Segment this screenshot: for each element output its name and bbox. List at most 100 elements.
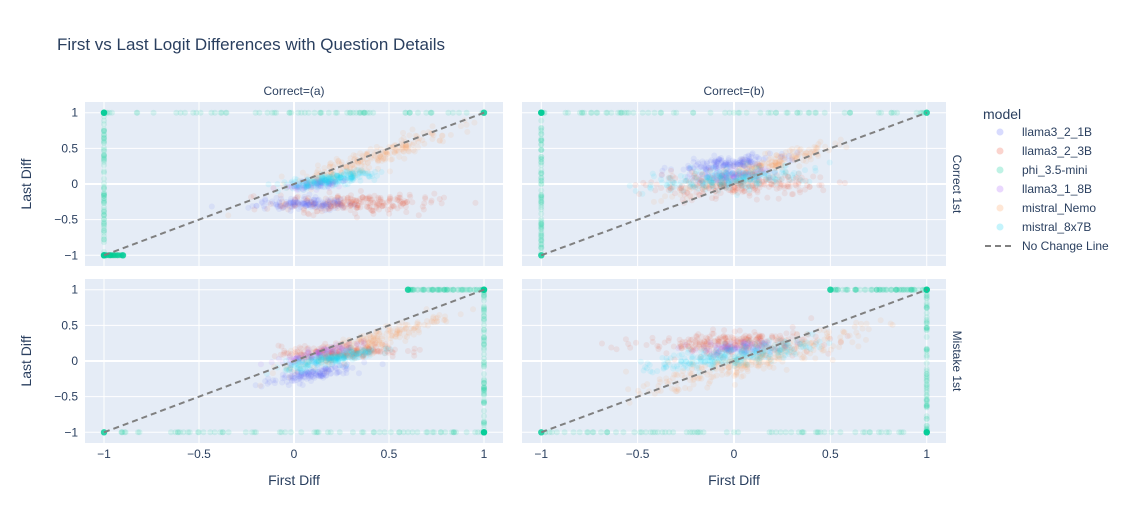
point-mistral_8x7B xyxy=(328,173,335,180)
point-llama3_1_8B xyxy=(313,349,320,356)
point-mistral_8x7B xyxy=(295,184,302,191)
point-mistral_Nemo xyxy=(354,338,361,345)
point-llama3_2_1B xyxy=(718,157,725,164)
point-llama3_2_1B xyxy=(697,163,704,170)
legend[interactable]: modelllama3_2_1Bllama3_2_3Bphi_3.5-minil… xyxy=(983,106,1109,253)
point-mistral_8x7B xyxy=(328,175,335,182)
point-phi_3.5-mini xyxy=(538,109,545,116)
point-mistral_8x7B xyxy=(740,173,747,180)
point-llama3_2_3B xyxy=(717,181,724,188)
point-phi_3.5-mini xyxy=(463,429,470,436)
point-llama3_2_1B xyxy=(724,165,731,172)
point-phi_3.5-mini xyxy=(111,252,118,259)
point-llama3_2_3B xyxy=(410,349,417,356)
point-llama3_2_3B xyxy=(767,180,774,187)
point-llama3_1_8B xyxy=(771,169,778,176)
point-llama3_2_1B xyxy=(719,169,726,176)
point-mistral_Nemo xyxy=(363,336,370,343)
point-llama3_2_1B xyxy=(746,155,753,162)
point-llama3_2_3B xyxy=(296,344,303,351)
point-mistral_Nemo xyxy=(405,148,412,155)
point-mistral_Nemo xyxy=(823,330,830,337)
point-mistral_8x7B xyxy=(723,169,730,176)
point-llama3_2_1B xyxy=(361,359,368,366)
point-llama3_2_1B xyxy=(712,165,719,172)
point-llama3_2_1B xyxy=(323,366,330,373)
point-llama3_2_3B xyxy=(679,196,686,203)
point-mistral_Nemo xyxy=(415,138,422,145)
x-tick-label: −1 xyxy=(97,447,111,461)
point-mistral_Nemo xyxy=(829,356,836,363)
point-llama3_2_3B xyxy=(328,349,335,356)
point-llama3_2_1B xyxy=(258,383,265,390)
point-llama3_2_3B xyxy=(698,177,705,184)
point-mistral_Nemo xyxy=(357,150,364,157)
legend-item-mistral_8x7B[interactable]: mistral_8x7B xyxy=(996,220,1092,234)
point-mistral_8x7B xyxy=(704,174,711,181)
point-llama3_2_3B xyxy=(399,200,406,207)
point-phi_3.5-mini xyxy=(358,109,365,116)
point-llama3_2_3B xyxy=(837,339,844,346)
point-mistral_8x7B xyxy=(368,170,375,177)
point-llama3_2_1B xyxy=(282,202,289,209)
point-llama3_1_8B xyxy=(733,171,740,178)
point-llama3_2_3B xyxy=(783,330,790,337)
point-phi_3.5-mini xyxy=(621,109,628,116)
point-mistral_Nemo xyxy=(752,164,759,171)
point-llama3_2_3B xyxy=(687,193,694,200)
point-mistral_Nemo xyxy=(353,351,360,358)
legend-item-llama3_1_8B[interactable]: llama3_1_8B xyxy=(996,182,1093,196)
point-llama3_2_3B xyxy=(362,195,369,202)
point-llama3_2_3B xyxy=(348,200,355,207)
point-phi_3.5-mini xyxy=(454,286,461,293)
legend-item-llama3_2_1B[interactable]: llama3_2_1B xyxy=(996,125,1093,139)
point-phi_3.5-mini xyxy=(481,316,487,323)
point-mistral_8x7B xyxy=(302,183,309,190)
point-llama3_2_3B xyxy=(394,194,401,201)
point-mistral_8x7B xyxy=(732,177,739,184)
legend-item-llama3_2_3B[interactable]: llama3_2_3B xyxy=(996,144,1093,158)
point-phi_3.5-mini xyxy=(360,109,367,116)
point-phi_3.5-mini xyxy=(608,109,615,116)
point-mistral_8x7B xyxy=(687,182,694,189)
legend-item-phi_3.5-mini[interactable]: phi_3.5-mini xyxy=(996,163,1088,177)
point-llama3_2_3B xyxy=(682,177,689,184)
point-llama3_2_1B xyxy=(319,203,326,210)
point-llama3_1_8B xyxy=(340,347,347,354)
point-phi_3.5-mini xyxy=(466,286,473,293)
point-phi_3.5-mini xyxy=(538,146,545,153)
point-mistral_8x7B xyxy=(288,362,295,369)
point-mistral_Nemo xyxy=(331,174,338,181)
point-mistral_8x7B xyxy=(350,174,357,181)
point-llama3_2_3B xyxy=(365,345,372,352)
point-phi_3.5-mini xyxy=(645,109,652,116)
point-mistral_8x7B xyxy=(750,169,757,176)
legend-item-mistral_Nemo[interactable]: mistral_Nemo xyxy=(996,201,1097,215)
point-phi_3.5-mini xyxy=(101,216,107,223)
point-llama3_2_3B xyxy=(286,352,293,359)
point-llama3_2_1B xyxy=(291,375,298,382)
point-llama3_2_3B xyxy=(302,195,309,202)
point-mistral_Nemo xyxy=(340,351,347,358)
point-llama3_2_3B xyxy=(351,350,358,357)
point-phi_3.5-mini xyxy=(561,429,568,436)
point-phi_3.5-mini xyxy=(481,334,487,341)
point-mistral_Nemo xyxy=(375,157,382,164)
point-mistral_Nemo xyxy=(736,164,743,171)
point-llama3_2_3B xyxy=(304,345,311,352)
point-llama3_2_3B xyxy=(785,181,792,188)
point-llama3_2_3B xyxy=(680,188,687,195)
point-llama3_2_3B xyxy=(715,179,722,186)
point-phi_3.5-mini xyxy=(101,192,107,199)
point-phi_3.5-mini xyxy=(458,286,465,293)
point-mistral_8x7B xyxy=(311,179,318,186)
legend-item-no-change-line[interactable]: No Change Line xyxy=(985,239,1109,253)
point-llama3_2_1B xyxy=(290,199,297,206)
point-mistral_8x7B xyxy=(667,187,674,194)
point-mistral_8x7B xyxy=(313,183,320,190)
point-mistral_8x7B xyxy=(699,172,706,179)
point-mistral_8x7B xyxy=(733,170,740,177)
point-mistral_8x7B xyxy=(826,340,833,347)
point-llama3_2_1B xyxy=(690,165,697,172)
point-mistral_Nemo xyxy=(302,361,309,368)
